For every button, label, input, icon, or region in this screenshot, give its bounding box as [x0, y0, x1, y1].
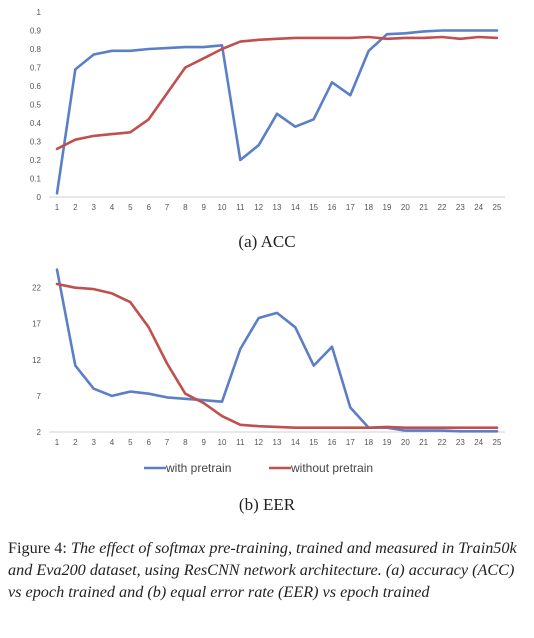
acc-x-tick-label: 4 [110, 203, 115, 212]
eer-x-tick-label: 15 [309, 438, 318, 447]
eer-x-tick-label: 12 [254, 438, 263, 447]
eer-x-tick-label: 10 [218, 438, 227, 447]
eer-x-tick-label: 5 [128, 438, 133, 447]
acc-x-tick-label: 9 [201, 203, 206, 212]
acc-y-tick-label: 0.1 [30, 175, 42, 184]
acc-x-tick-label: 18 [364, 203, 373, 212]
acc-x-tick-label: 14 [291, 203, 300, 212]
acc-y-tick-label: 0.8 [30, 45, 42, 54]
eer-x-tick-label: 19 [383, 438, 392, 447]
acc-line-chart: 00.10.20.30.40.50.60.70.80.911 2 3 4 5 6 7 8 9 10… [30, 8, 505, 212]
eer-x-tick-label: 14 [291, 438, 300, 447]
acc-x-tick-label: 16 [328, 203, 337, 212]
acc-x-tick-label: 23 [456, 203, 465, 212]
acc-y-tick-label: 0.5 [30, 101, 42, 110]
eer-x-tick-label: 20 [401, 438, 410, 447]
eer-x-tick-label: 24 [474, 438, 483, 447]
acc-series-line-without-pretrain [55, 35, 499, 151]
eer-x-tick-label: 16 [328, 438, 337, 447]
acc-subfigure-label: (a) ACC [238, 232, 296, 251]
eer-x-tick-label: 1 [55, 438, 60, 447]
eer-x-tick-label: 11 [236, 438, 245, 447]
acc-y-tick-label: 0.7 [30, 64, 42, 73]
acc-series-line-with-pretrain [55, 29, 499, 195]
acc-x-tick-label: 1 [55, 203, 60, 212]
eer-x-tick-label: 9 [201, 438, 206, 447]
acc-x-tick-label: 12 [254, 203, 263, 212]
acc-y-tick-label: 0.6 [30, 82, 42, 91]
eer-x-tick-label: 3 [91, 438, 96, 447]
acc-x-tick-label: 8 [183, 203, 188, 212]
eer-x-tick-label: 4 [110, 438, 115, 447]
eer-y-tick-label: 7 [37, 392, 42, 401]
caption-text: The effect of softmax pre-training, trai… [8, 539, 517, 601]
eer-subfigure-label: (b) EER [238, 495, 296, 514]
eer-x-tick-label: 17 [346, 438, 355, 447]
eer-y-tick-label: 17 [32, 320, 41, 329]
acc-y-tick-label: 0.9 [30, 27, 42, 36]
eer-x-tick-label: 21 [419, 438, 428, 447]
eer-legend-label: without pretrain [290, 461, 373, 475]
acc-y-tick-label: 0 [37, 193, 42, 202]
eer-legend-label: with pretrain [165, 461, 231, 475]
acc-y-tick-label: 1 [37, 8, 42, 17]
acc-y-tick-label: 0.3 [30, 138, 42, 147]
acc-x-tick-label: 13 [273, 203, 282, 212]
acc-x-tick-label: 5 [128, 203, 133, 212]
eer-y-tick-label: 12 [32, 356, 41, 365]
acc-x-tick-label: 20 [401, 203, 410, 212]
acc-x-tick-label: 25 [493, 203, 502, 212]
acc-y-tick-label: 0.2 [30, 156, 42, 165]
acc-x-tick-label: 10 [218, 203, 227, 212]
eer-x-tick-label: 22 [438, 438, 447, 447]
eer-series-line-without-pretrain [55, 282, 499, 429]
acc-x-tick-label: 21 [419, 203, 428, 212]
eer-x-tick-label: 8 [183, 438, 188, 447]
eer-y-tick-label: 22 [32, 284, 41, 293]
acc-x-tick-label: 15 [309, 203, 318, 212]
acc-x-tick-label: 2 [73, 203, 78, 212]
acc-x-tick-label: 17 [346, 203, 355, 212]
eer-x-tick-label: 25 [493, 438, 502, 447]
acc-x-tick-label: 19 [383, 203, 392, 212]
caption-prefix: Figure 4: [8, 539, 67, 557]
acc-y-tick-label: 0.4 [30, 119, 42, 128]
acc-x-tick-label: 11 [236, 203, 245, 212]
eer-series-line-with-pretrain [55, 268, 499, 433]
eer-x-tick-label: 18 [364, 438, 373, 447]
eer-x-tick-label: 7 [165, 438, 170, 447]
acc-x-tick-label: 22 [438, 203, 447, 212]
eer-y-tick-label: 2 [37, 428, 42, 437]
acc-x-tick-label: 3 [91, 203, 96, 212]
eer-x-tick-label: 2 [73, 438, 78, 447]
figure-caption: Figure 4: The effect of softmax pre-trai… [8, 537, 530, 603]
eer-x-tick-label: 6 [146, 438, 151, 447]
acc-x-tick-label: 6 [146, 203, 151, 212]
eer-x-tick-label: 23 [456, 438, 465, 447]
eer-x-tick-label: 13 [273, 438, 282, 447]
acc-x-tick-label: 7 [165, 203, 170, 212]
acc-x-tick-label: 24 [474, 203, 483, 212]
